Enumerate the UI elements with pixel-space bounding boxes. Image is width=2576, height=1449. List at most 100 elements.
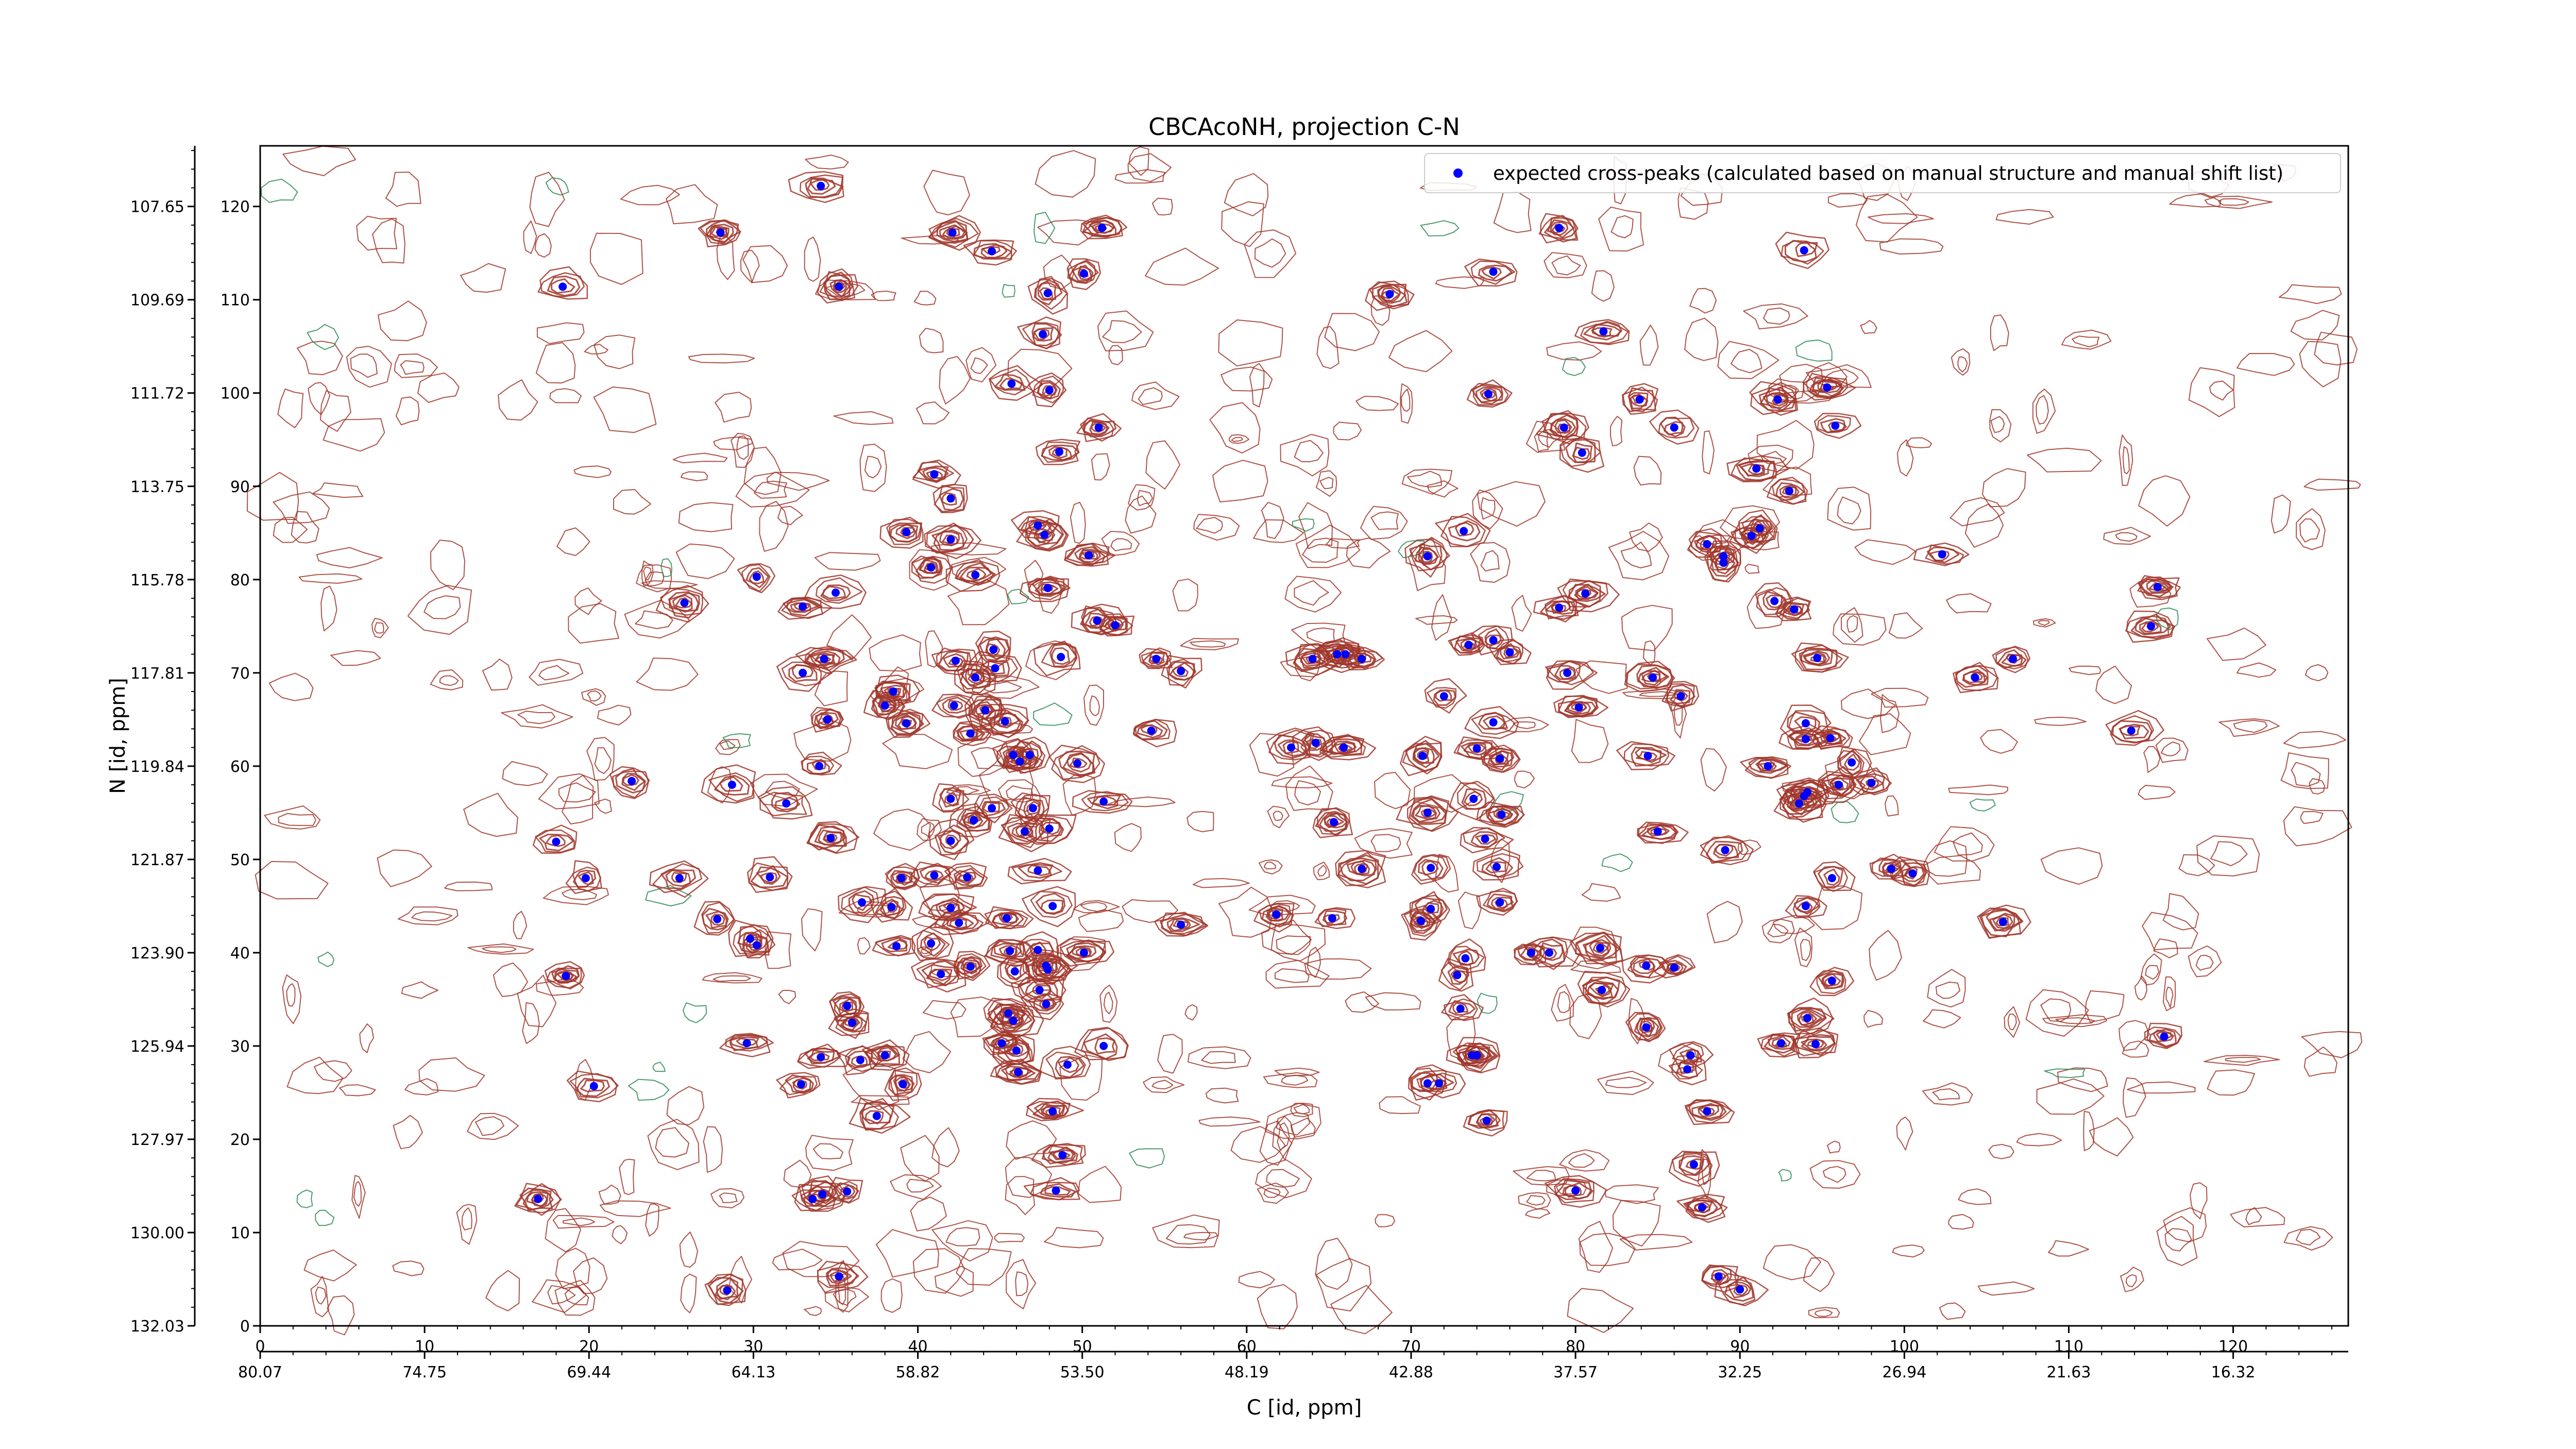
noise-contour [890, 1174, 942, 1200]
noise-contour [922, 1000, 967, 1020]
noise-contour [1779, 364, 1824, 403]
peak-contour [1035, 581, 1063, 595]
noise-contour [1526, 1170, 1556, 1182]
cross-peak-marker [946, 795, 955, 803]
peak-contour [1784, 240, 1818, 263]
cross-peak-marker [680, 599, 689, 607]
peak-contour [1035, 892, 1066, 915]
noise-contour [2040, 847, 2103, 885]
noise-contour [2290, 310, 2340, 341]
noise-contour [1346, 537, 1391, 569]
noise-contour [1229, 434, 1249, 444]
cross-peak-marker [1009, 1017, 1018, 1025]
noise-contour [417, 373, 460, 403]
noise-contour [1639, 324, 1659, 366]
noise-contour [1526, 420, 1566, 453]
noise-contour [826, 614, 872, 661]
noise-contour [900, 1135, 940, 1182]
peak-contour [1464, 706, 1519, 739]
peak-contour [886, 863, 920, 890]
y-ppm-tick-label: 107.65 [130, 198, 184, 216]
peak-contour [1020, 748, 1039, 765]
y-tick-label: 80 [230, 571, 250, 589]
noise-contour [1205, 1087, 1239, 1104]
cross-peak-marker [1676, 692, 1685, 701]
peak-contour [719, 776, 743, 792]
noise-contour [320, 585, 337, 632]
cross-peak-marker [1094, 423, 1103, 432]
peak-contour [806, 650, 841, 667]
noise-contour [793, 718, 852, 762]
cross-peak-marker [1464, 641, 1473, 649]
peak-contour [716, 1277, 739, 1300]
negative-contour [1795, 339, 1833, 362]
peak-contour [1688, 531, 1722, 558]
noise-contour [1620, 542, 1652, 569]
peak-contour [910, 958, 967, 993]
x-ppm-tick-label: 53.50 [1060, 1363, 1105, 1381]
peak-contour [1316, 639, 1354, 668]
negative-contour [683, 1002, 707, 1023]
peak-contour [1041, 441, 1080, 463]
noise-contour [1922, 1009, 1961, 1029]
peak-contour [829, 1181, 858, 1203]
peak-contour [1500, 643, 1521, 660]
x-ppm-tick-label: 32.25 [1718, 1363, 1762, 1381]
y-ppm-tick-label: 123.90 [130, 945, 184, 963]
peak-contour [988, 365, 1043, 401]
peak-contour [1844, 753, 1860, 771]
peak-contour [1464, 790, 1483, 806]
noise-contour [1370, 834, 1401, 852]
cross-peak-marker [1484, 390, 1493, 398]
noise-contour [356, 215, 398, 251]
noise-contour [2160, 742, 2181, 756]
cross-peak-marker [946, 836, 955, 845]
negative-contour [652, 1062, 666, 1072]
noise-contour [1298, 502, 1333, 549]
noise-contour [675, 543, 735, 579]
peak-contour [1812, 728, 1851, 749]
peak-contour [547, 275, 581, 297]
peak-contour [1018, 862, 1054, 879]
peak-contour [1456, 736, 1498, 760]
cross-peak-marker [1670, 423, 1679, 432]
noise-contour [1808, 1307, 1840, 1319]
y-tick-label: 90 [230, 478, 250, 496]
peak-contour [1418, 548, 1439, 566]
peak-contour [1865, 779, 1879, 789]
noise-contour [1201, 1051, 1236, 1064]
x-axis-label: C [id, ppm] [1247, 1396, 1362, 1420]
cross-peak-marker [1563, 668, 1572, 677]
peak-contour [1775, 231, 1830, 269]
peak-contour [1496, 811, 1511, 818]
peak-contour [1665, 684, 1696, 709]
noise-contour [1354, 828, 1413, 859]
noise-contour [765, 781, 800, 799]
peak-contour [1675, 1060, 1698, 1079]
cross-peak-marker [746, 934, 754, 943]
peak-contour [916, 961, 960, 989]
noise-contour [970, 357, 988, 374]
noise-contour [939, 356, 971, 405]
noise-contour [950, 997, 1003, 1038]
noise-contour [502, 761, 548, 786]
peak-contour [1049, 643, 1077, 667]
noise-contour [715, 739, 741, 755]
peak-contour [1030, 890, 1073, 918]
noise-contour [584, 344, 608, 355]
peak-contour [1649, 409, 1700, 445]
peak-contour [1545, 660, 1594, 685]
noise-contour [1689, 288, 1717, 314]
cross-peak-marker [562, 972, 570, 981]
peak-contour [1636, 751, 1657, 762]
peak-contour [1169, 918, 1191, 932]
peak-contour [1040, 1183, 1076, 1198]
peak-contour [1995, 917, 2009, 926]
noise-contour [1151, 197, 1173, 216]
noise-contour [2218, 718, 2280, 737]
noise-contour [1101, 531, 1140, 557]
cross-peak-marker [1014, 1068, 1023, 1076]
peak-contour [749, 570, 765, 584]
noise-contour [1212, 460, 1268, 502]
peak-contour [1828, 421, 1847, 432]
